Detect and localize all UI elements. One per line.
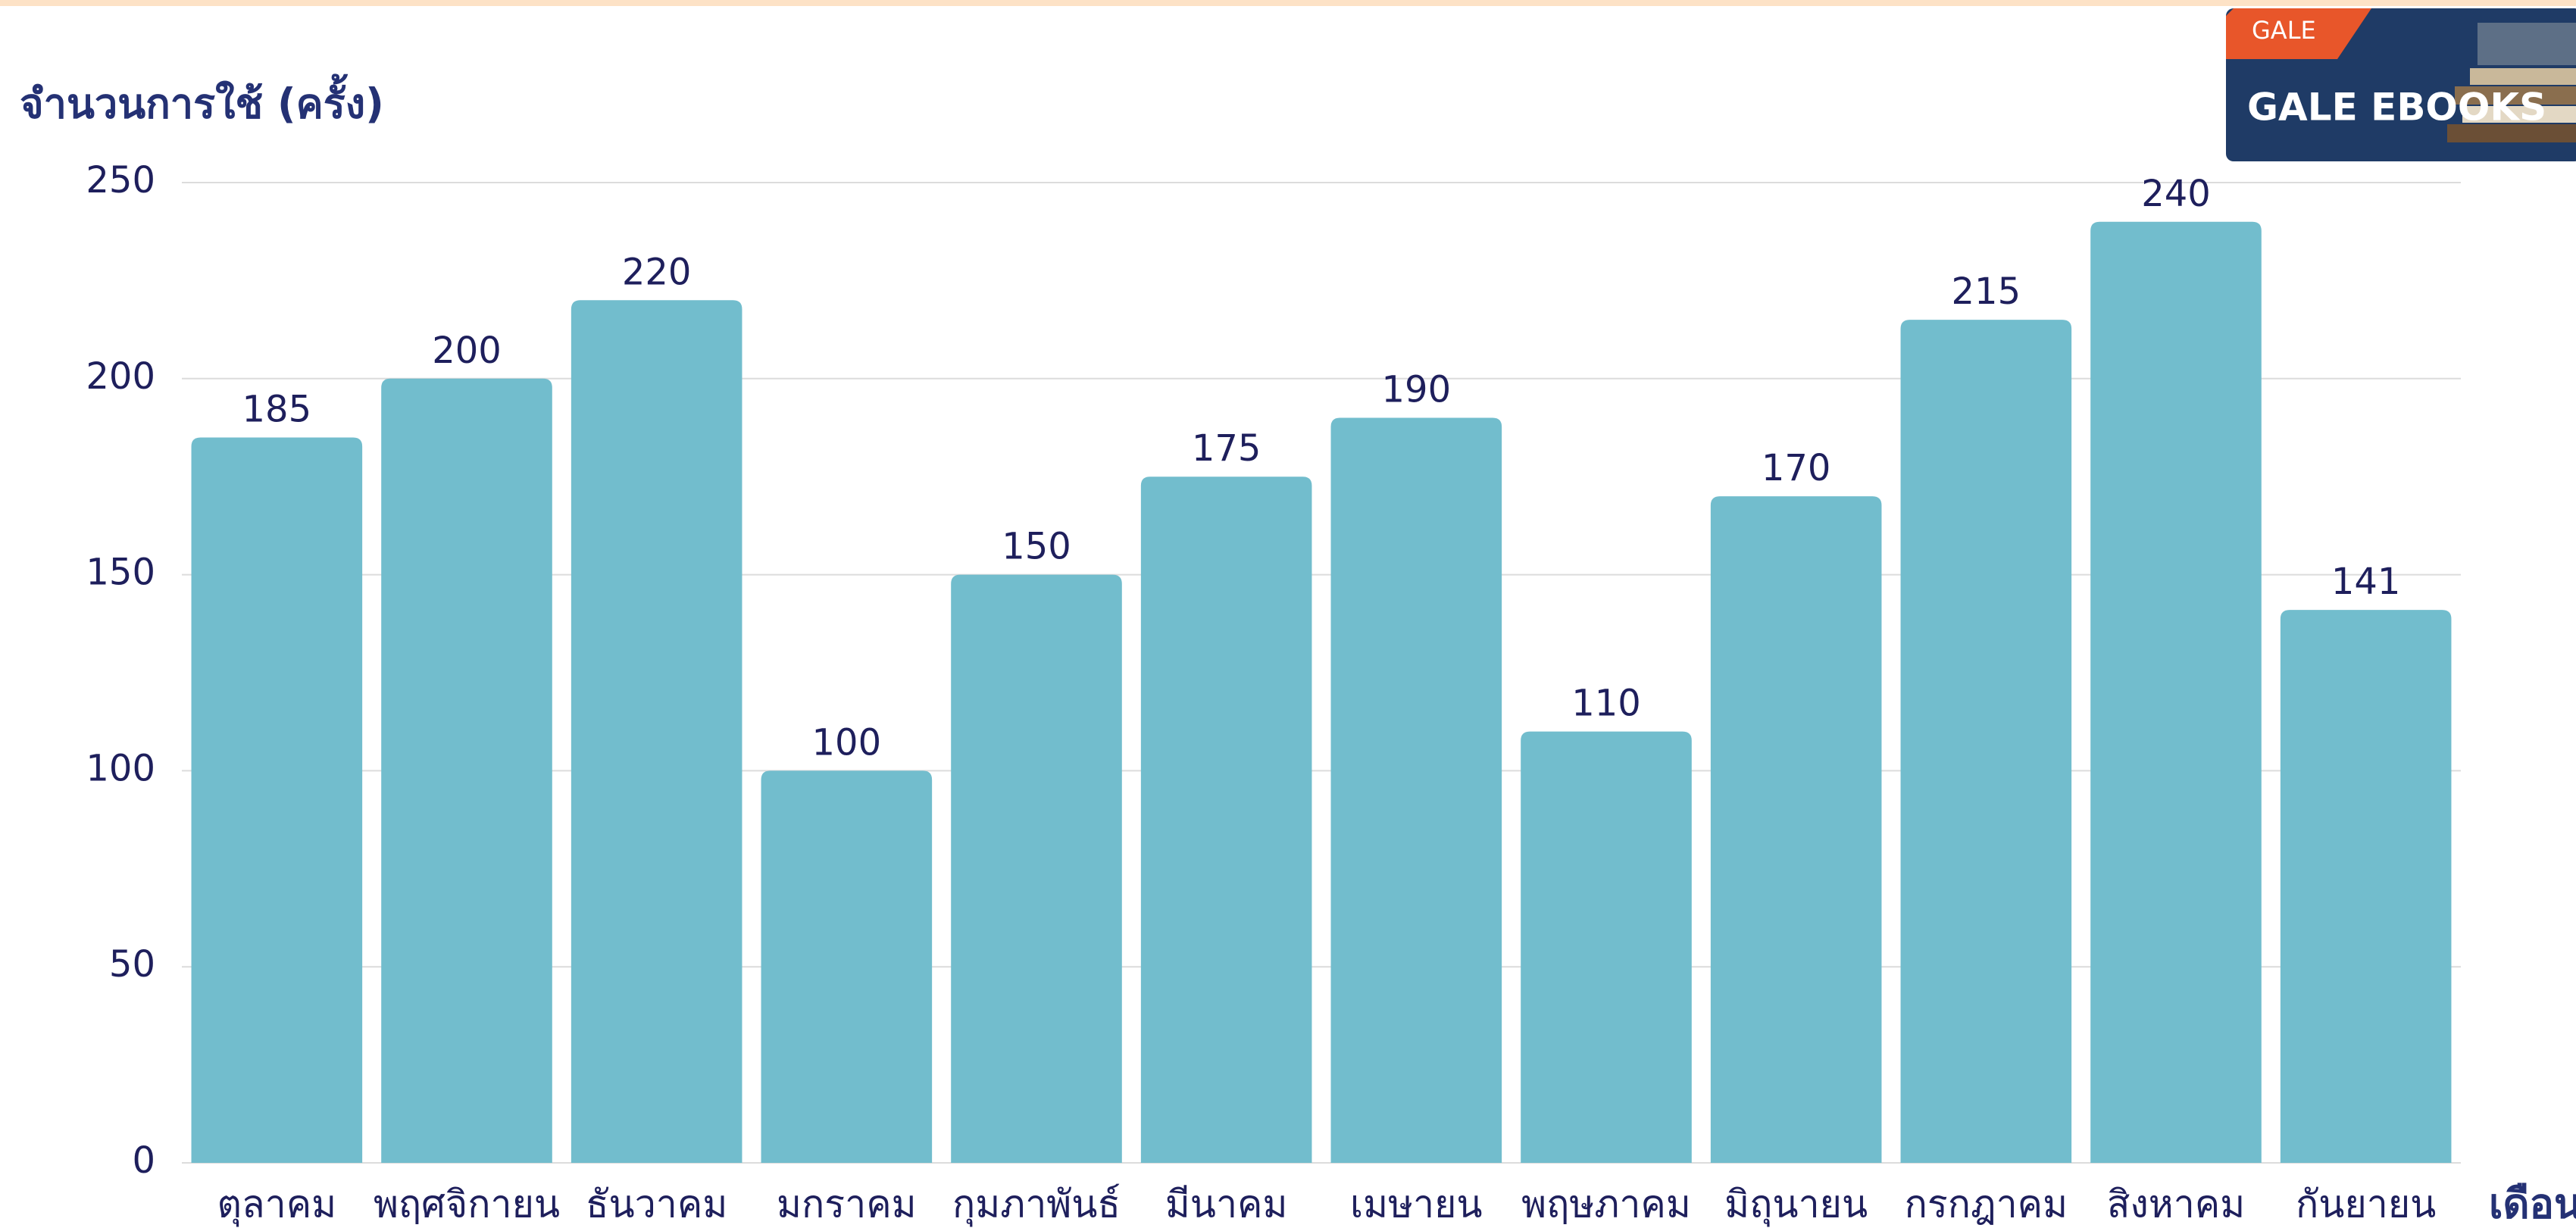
x-tick-label: ธันวาคม [586, 1183, 727, 1226]
x-tick-label: สิงหาคม [2107, 1183, 2245, 1226]
value-label: 190 [1382, 369, 1452, 411]
bar [571, 300, 742, 1163]
bar [192, 437, 363, 1163]
x-tick-label: กุมภาพันธ์ [952, 1183, 1121, 1227]
x-tick-label: ตุลาคม [217, 1183, 337, 1227]
x-tick-label: พฤศจิกายน [374, 1183, 560, 1226]
value-label: 175 [1192, 427, 1261, 470]
x-axis-title: เดือน [2489, 1180, 2576, 1228]
x-tick-label: กรกฎาคม [1905, 1183, 2068, 1226]
y-tick-label: 200 [86, 355, 155, 398]
bar [1711, 496, 1882, 1163]
bar [761, 770, 933, 1163]
y-axis-title: จำนวนการใช้ (ครั้ง) [20, 74, 384, 128]
value-label: 141 [2331, 561, 2401, 603]
value-label: 150 [1002, 526, 1071, 568]
x-tick-label: มิถุนายน [1724, 1183, 1868, 1227]
value-label: 240 [2141, 173, 2211, 215]
page: จำนวนการใช้ (ครั้ง) เดือน GALE GALE EBOO… [0, 0, 2576, 1228]
logo: GALE GALE EBOOKS [2226, 8, 2576, 161]
x-tick-label: กันยายน [2296, 1183, 2436, 1226]
y-tick-label: 100 [86, 747, 155, 789]
y-tick-label: 150 [86, 552, 155, 594]
value-label: 215 [1952, 270, 2021, 313]
value-label: 100 [812, 721, 882, 764]
value-label: 185 [242, 388, 312, 430]
bar [2281, 610, 2452, 1163]
bar [1331, 418, 1502, 1163]
bar [1521, 732, 1692, 1163]
value-label: 220 [622, 251, 692, 293]
bar [1901, 320, 2072, 1163]
x-tick-label: เมษายน [1350, 1183, 1483, 1226]
value-label: 170 [1762, 447, 1831, 489]
y-tick-label: 0 [132, 1139, 155, 1182]
y-tick-label: 250 [86, 159, 155, 202]
x-tick-label: มกราคม [777, 1183, 917, 1226]
bar [1141, 477, 1312, 1163]
chart: จำนวนการใช้ (ครั้ง) เดือน GALE GALE EBOO… [0, 0, 2576, 1228]
value-label: 200 [432, 330, 502, 372]
value-label: 110 [1571, 683, 1641, 725]
x-tick-label: มีนาคม [1165, 1183, 1288, 1226]
y-tick-label: 50 [109, 943, 155, 986]
bar [381, 379, 552, 1163]
logo-title: GALE EBOOKS [2247, 86, 2546, 130]
top-stripe [0, 0, 2576, 6]
logo-brand: GALE [2252, 16, 2316, 45]
bar [951, 575, 1122, 1163]
bar [2090, 222, 2262, 1163]
x-tick-label: พฤษภาคม [1521, 1183, 1691, 1226]
